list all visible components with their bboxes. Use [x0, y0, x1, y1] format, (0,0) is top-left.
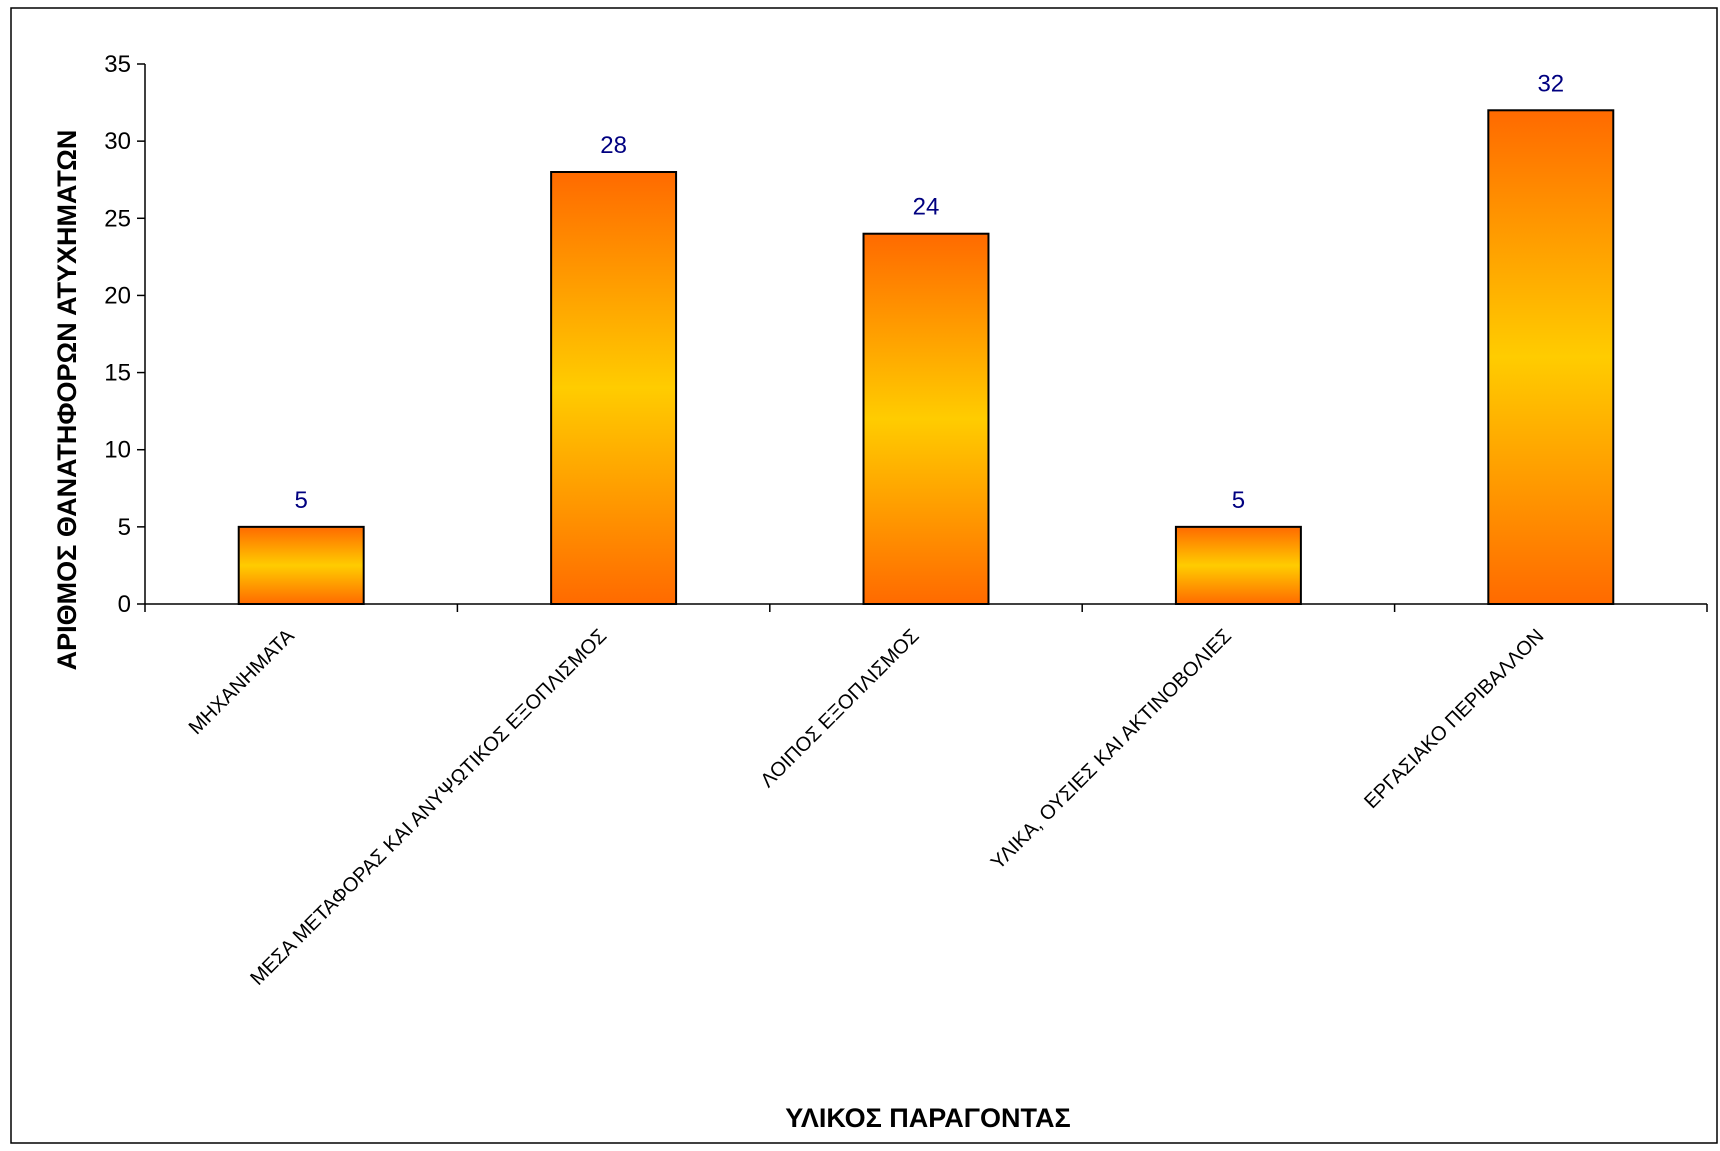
y-tick-label-2: 10 — [104, 437, 131, 464]
y-tick-label-4: 20 — [104, 282, 131, 309]
data-label-3: 24 — [913, 194, 940, 221]
y-tick-label-7: 35 — [104, 51, 131, 78]
y-tick-labels: 0 5 10 15 20 25 30 35 — [104, 51, 131, 618]
bar-2 — [550, 171, 678, 605]
data-label-4: 5 — [1232, 487, 1245, 514]
y-tick-label-3: 15 — [104, 360, 131, 387]
data-label-1: 5 — [295, 487, 308, 514]
bar-5 — [1487, 109, 1615, 606]
data-labels: 5 28 24 5 32 — [295, 70, 1565, 514]
y-tick-label-5: 25 — [104, 205, 131, 232]
y-tick-label-1: 5 — [118, 514, 131, 541]
bar-1 — [237, 525, 365, 605]
y-tick-label-0: 0 — [118, 591, 131, 618]
y-tick-label-6: 30 — [104, 128, 131, 155]
x-axis-title: ΥΛΙΚΟΣ ΠΑΡΑΓΟΝΤΑΣ — [785, 1103, 1070, 1133]
y-axis-title: ΑΡΙΘΜΟΣ ΘΑΝΑΤΗΦΟΡΩΝ ΑΤΥΧΗΜΑΤΩΝ — [52, 130, 82, 671]
bar-3 — [862, 232, 990, 605]
data-label-2: 28 — [600, 132, 627, 159]
bars-group — [237, 109, 1615, 606]
bar-4 — [1174, 525, 1302, 605]
axes-group — [137, 63, 1708, 612]
data-label-5: 32 — [1537, 70, 1564, 97]
